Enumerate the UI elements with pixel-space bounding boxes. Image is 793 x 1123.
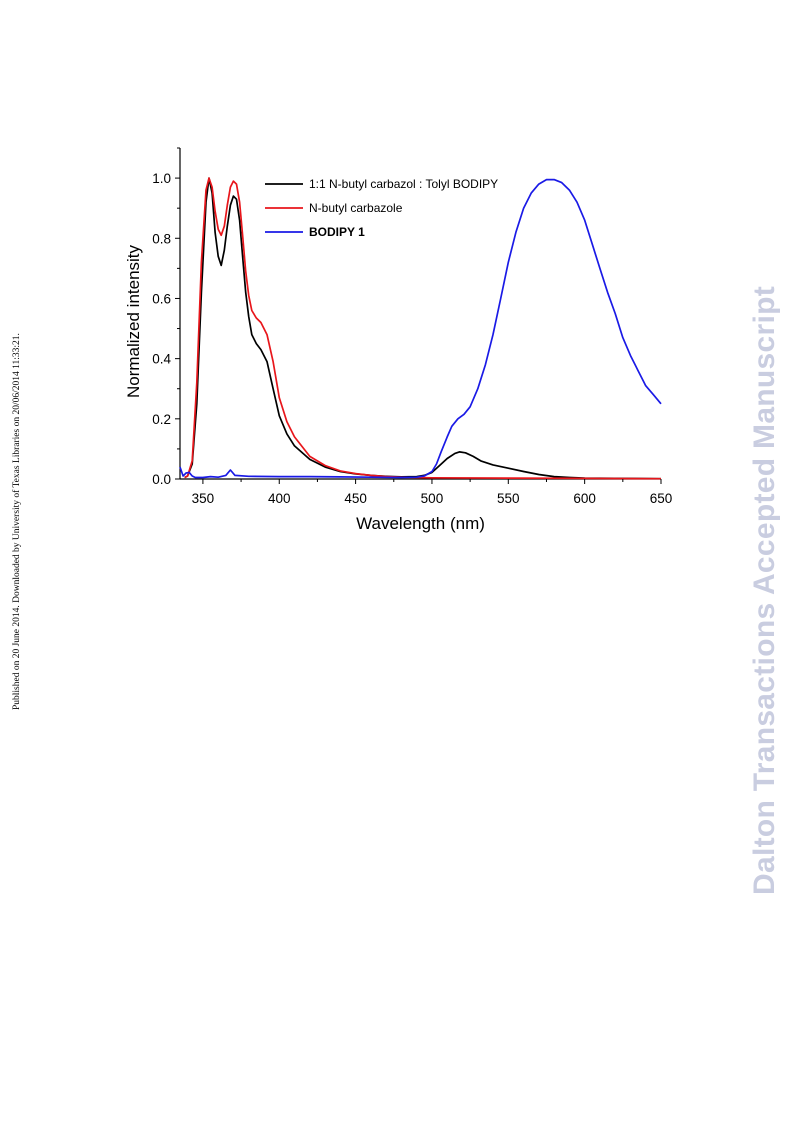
x-tick-label: 500: [421, 491, 444, 506]
x-tick-label: 650: [650, 491, 673, 506]
chart-legend: 1:1 N-butyl carbazol : Tolyl BODIPY N-but…: [265, 177, 498, 239]
series-line-2: [179, 178, 662, 479]
legend-label: N-butyl carbazole: [309, 201, 403, 215]
chart-axes: [179, 148, 661, 480]
legend-label: 1:1 N-butyl carbazol : Tolyl BODIPY: [309, 177, 498, 191]
series-line-1: [184, 177, 662, 480]
y-tick-label: 0.4: [152, 352, 171, 367]
y-tick-label: 0.8: [152, 231, 171, 246]
x-tick-label: 400: [268, 491, 291, 506]
y-tick-label: 0.0: [152, 472, 171, 487]
chart-series: [179, 177, 662, 480]
x-tick-label: 350: [192, 491, 215, 506]
x-tick-label: 450: [344, 491, 367, 506]
y-tick-label: 1.0: [152, 171, 171, 186]
legend-label: BODIPY 1: [309, 225, 365, 239]
x-tick-label: 600: [573, 491, 596, 506]
y-tick-label: 0.2: [152, 412, 171, 427]
spectrum-chart: 350 400 450 500 550 600 6500.00.20.40.60.81.0 …: [124, 147, 673, 533]
series-line-0: [184, 177, 662, 480]
y-tick-label: 0.6: [152, 291, 171, 306]
y-axis-title: Normalized intensity: [124, 244, 143, 398]
chart-ticks: 350 400 450 500 550 600 650 0.0 0.2 0.4 0.6 0.8 1.0: [152, 147, 673, 506]
x-axis-title: Wavelength (nm): [356, 514, 485, 533]
x-tick-label: 550: [497, 491, 520, 506]
